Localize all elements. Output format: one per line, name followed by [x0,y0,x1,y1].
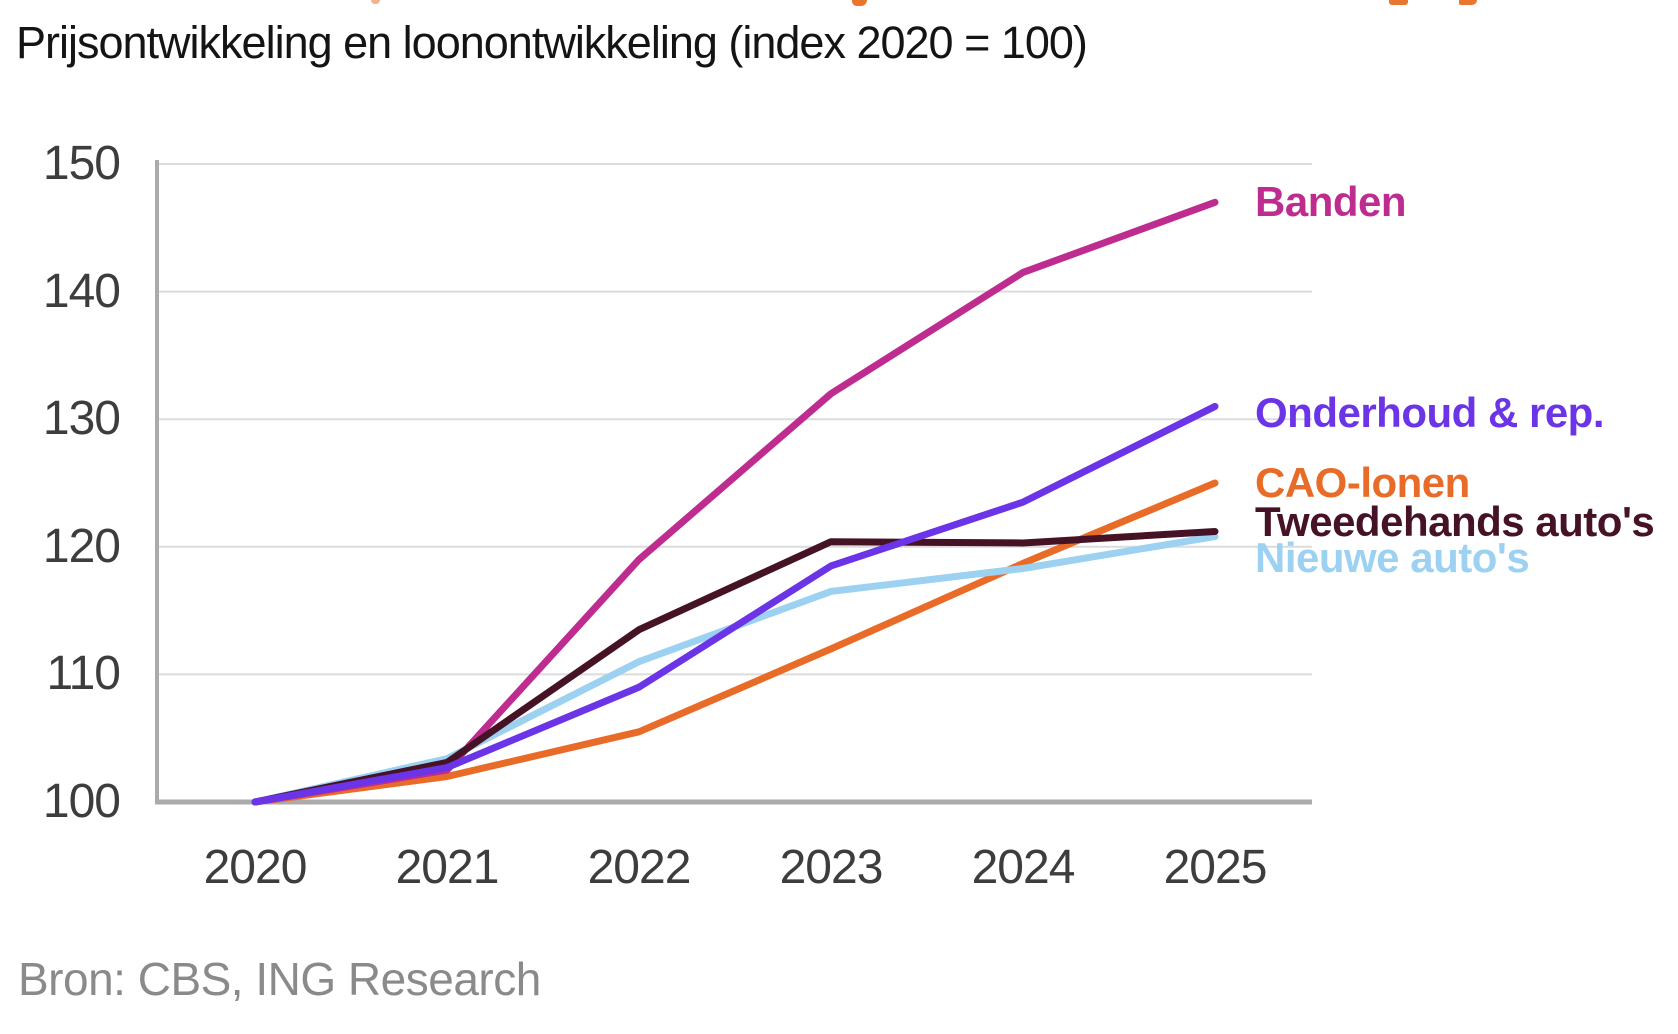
y-tick-label-100: 100 [42,775,121,828]
series-label-banden: Banden [1255,178,1407,226]
x-tick-label-2021: 2021 [395,841,500,894]
series-label-onderhoud-rep: Onderhoud & rep. [1255,389,1605,437]
cropped-title-fragment [371,0,380,4]
series-line-nieuwe-auto-s [251,533,1219,806]
series-label-nieuwe-autos: Nieuwe auto's [1255,533,1530,581]
series-line-onderhoud-rep- [251,402,1219,806]
x-tick-label-2024: 2024 [971,841,1076,894]
series-label-tweedehands-autos: Tweedehands auto's [1255,498,1655,546]
series-line-cao-lonen [251,479,1219,806]
y-tick-label-150: 150 [42,137,121,190]
cropped-title-fragment [1389,0,1408,5]
y-tick-label-120: 120 [42,519,121,573]
source-note: Bron: CBS, ING Research [18,953,541,1005]
series-line-tweedehands-auto-s [251,527,1219,806]
y-tick-label-140: 140 [42,264,121,318]
y-tick-label-130: 130 [42,392,121,446]
x-tick-label-2022: 2022 [587,841,692,894]
x-tick-label-2025: 2025 [1163,841,1268,894]
cropped-title-fragment [1459,0,1477,5]
x-tick-label-2020: 2020 [203,841,308,894]
cropped-title-fragment [852,0,867,6]
y-tick-label-110: 110 [46,647,121,701]
chart-subtitle: Prijsontwikkeling en loonontwikkeling (i… [16,17,1088,68]
series-label-cao-lonen: CAO-lonen [1255,459,1470,506]
x-tick-label-2023: 2023 [779,841,884,894]
